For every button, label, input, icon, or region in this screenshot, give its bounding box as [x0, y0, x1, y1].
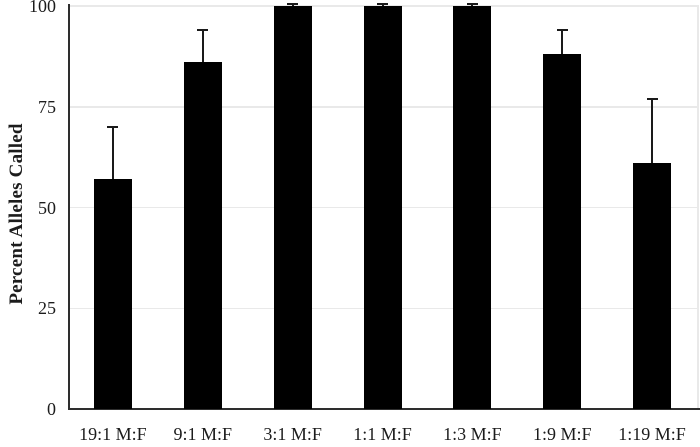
error-bar-cap [287, 2, 299, 5]
error-bar-line [471, 3, 474, 6]
y-tick-label: 100 [29, 0, 56, 16]
y-tick-label: 25 [38, 298, 56, 319]
x-tick-label: 9:1 M:F [173, 424, 233, 444]
error-bar-cap [197, 29, 209, 32]
error-bar-line [111, 126, 114, 180]
error-bar-line [201, 30, 204, 63]
x-tick-label: 1:9 M:F [532, 424, 592, 444]
error-bar-cap [646, 97, 658, 100]
x-tick-label: 1:3 M:F [443, 424, 502, 444]
bar-1-19-m-f [633, 163, 672, 409]
bar-19-1-m-f [93, 179, 132, 409]
x-tick-label: 19:1 M:F [79, 424, 147, 444]
error-bar-cap [556, 29, 568, 32]
y-tick-label: 75 [38, 96, 56, 117]
x-tick-label: 1:1 M:F [353, 424, 412, 444]
error-bar-line [291, 3, 294, 6]
plot-right-border [697, 5, 699, 409]
y-tick-label: 0 [47, 399, 56, 419]
error-bar-cap [466, 2, 478, 5]
error-bar-line [651, 98, 654, 164]
bar-9-1-m-f [183, 62, 222, 409]
bar-1-3-m-f [453, 6, 492, 409]
x-tick-label: 3:1 M:F [263, 424, 322, 444]
error-bar-cap [377, 2, 388, 5]
bar-1-1-m-f [363, 6, 402, 409]
error-bar-line [561, 30, 564, 55]
error-bar-cap [107, 125, 119, 128]
y-tick-label: 50 [38, 197, 56, 218]
bar-3-1-m-f [273, 6, 312, 409]
error-bar-line [381, 3, 384, 6]
y-axis-line [68, 4, 70, 410]
x-tick-label: 1:19 M:F [618, 424, 686, 444]
bar-1-9-m-f [543, 54, 582, 409]
